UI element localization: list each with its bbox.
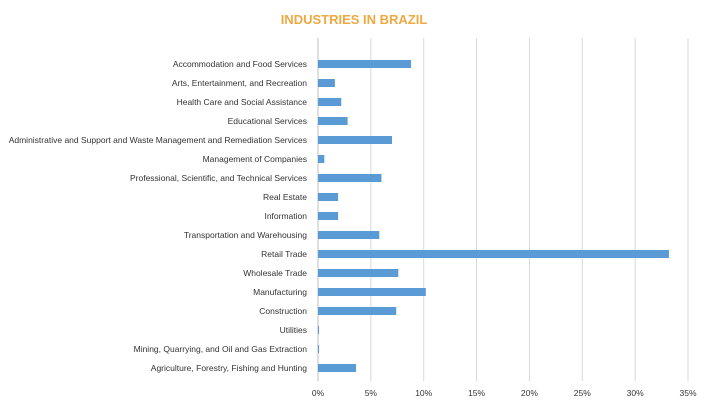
category-label: Educational Services	[228, 116, 307, 126]
bar	[318, 60, 412, 68]
category-label: Utilities	[280, 325, 307, 335]
x-tick-label: 30%	[627, 388, 644, 398]
x-tick-label: 25%	[574, 388, 591, 398]
bar	[318, 326, 320, 334]
category-label: Manufacturing	[253, 287, 307, 297]
bar	[318, 269, 399, 277]
category-label: Accommodation and Food Services	[173, 59, 307, 69]
category-label: Transportation and Warehousing	[184, 230, 307, 240]
category-label: Wholesale Trade	[243, 268, 307, 278]
category-label: Real Estate	[263, 192, 307, 202]
bar	[318, 79, 335, 87]
bar	[318, 345, 320, 353]
bar	[318, 231, 380, 239]
category-label: Information	[264, 211, 307, 221]
category-label: Agriculture, Forestry, Fishing and Hunti…	[151, 363, 307, 373]
bars	[318, 60, 669, 372]
category-labels: Accommodation and Food Services Arts, Ent…	[9, 59, 308, 373]
category-label: Management of Companies	[203, 154, 307, 164]
category-label: Construction	[259, 306, 307, 316]
bar	[318, 174, 382, 182]
bar	[318, 155, 325, 163]
bar	[318, 364, 357, 372]
category-label: Health Care and Social Assistance	[177, 97, 308, 107]
chart-title: INDUSTRIES IN BRAZIL	[281, 12, 428, 27]
category-label: Professional, Scientific, and Technical …	[130, 173, 307, 183]
x-tick-label: 15%	[468, 388, 485, 398]
category-label: Retail Trade	[261, 249, 307, 259]
bar	[318, 117, 348, 125]
gridlines	[317, 38, 689, 381]
x-tick-label: 0%	[312, 388, 325, 398]
x-tick-label: 35%	[679, 388, 696, 398]
bar	[318, 307, 397, 315]
bar	[318, 136, 392, 144]
x-tick-label: 10%	[415, 388, 432, 398]
category-label: Arts, Entertainment, and Recreation	[172, 78, 307, 88]
x-tick-label: 20%	[521, 388, 538, 398]
bar	[318, 193, 339, 201]
bar	[318, 288, 426, 296]
x-tick-label: 5%	[365, 388, 378, 398]
tick-labels: 0% 5% 10% 15% 20% 25% 30% 35%	[312, 388, 697, 398]
bar	[318, 250, 669, 258]
bar	[318, 212, 339, 220]
bar	[318, 98, 342, 106]
category-label: Mining, Quarrying, and Oil and Gas Extra…	[134, 344, 308, 354]
category-label: Administrative and Support and Waste Man…	[9, 135, 307, 145]
